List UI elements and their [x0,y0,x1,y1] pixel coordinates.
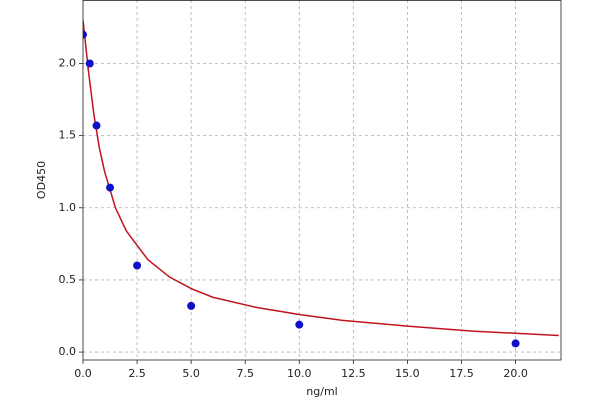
y-axis-label: OD450 [35,161,48,199]
x-tick-label: 17.5 [449,367,474,380]
x-tick-label: 20.0 [503,367,528,380]
x-tick-label: 2.5 [128,367,146,380]
data-point [133,261,142,270]
y-tick-label: 0.5 [59,273,77,286]
data-point [85,59,94,68]
data-point [511,339,520,348]
x-tick-label: 12.5 [341,367,366,380]
x-tick-label: 5.0 [182,367,200,380]
plot-frame [82,0,562,361]
data-point [295,320,304,329]
data-point [92,121,101,130]
data-point [106,183,115,192]
x-tick-label: 7.5 [236,367,254,380]
data-point [187,301,196,310]
x-axis-label: ng/ml [306,385,337,398]
y-tick-label: 2.0 [59,56,77,69]
y-tick-label: 1.5 [59,129,77,142]
data-point [83,30,87,39]
x-tick-label: 15.0 [395,367,420,380]
plot-area [83,0,561,360]
y-tick-label: 1.0 [59,201,77,214]
y-tick-label: 0.0 [59,345,77,358]
x-tick-label: 0.0 [74,367,92,380]
fit-curve [83,20,559,337]
x-tick-label: 10.0 [287,367,312,380]
